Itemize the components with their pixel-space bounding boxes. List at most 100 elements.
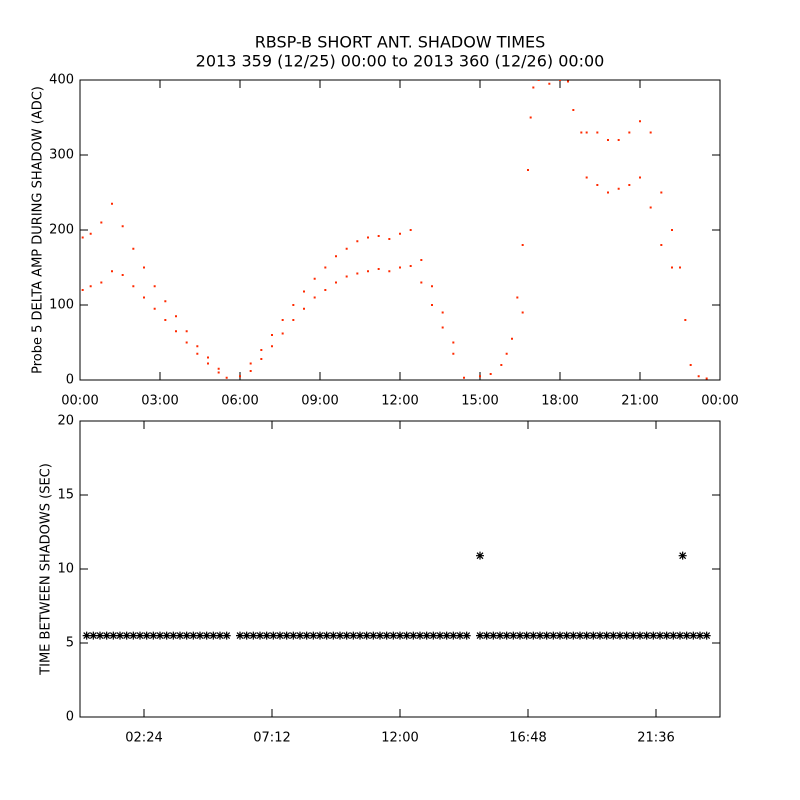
data-point: [596, 184, 599, 186]
data-point: [489, 373, 492, 375]
data-point: [649, 631, 658, 640]
x-tick-label: 03:00: [141, 394, 178, 409]
data-point: [521, 311, 524, 314]
data-point: [456, 631, 464, 640]
data-point: [479, 375, 481, 378]
chart-title: RBSP-B SHORT ANT. SHADOW TIMES: [255, 33, 546, 52]
x-tick-label: 02:24: [125, 731, 162, 746]
y-tick-label: 20: [57, 414, 74, 429]
data-point: [536, 631, 544, 640]
data-point: [111, 202, 113, 205]
data-point: [153, 307, 156, 310]
data-point: [669, 631, 678, 640]
data-point: [639, 176, 641, 179]
data-point: [136, 631, 144, 640]
data-point: [143, 266, 145, 269]
data-point: [81, 289, 84, 291]
plot-frame: [79, 79, 721, 381]
data-point: [696, 631, 704, 640]
data-point: [449, 631, 458, 640]
data-point: [367, 270, 369, 273]
data-point: [292, 304, 295, 306]
data-point: [629, 631, 638, 640]
data-point: [596, 631, 604, 640]
data-point: [556, 631, 564, 640]
data-point: [609, 631, 618, 640]
data-point: [580, 131, 583, 134]
data-point: [260, 358, 263, 360]
data-point: [169, 631, 178, 640]
data-point: [196, 345, 199, 348]
data-point: [684, 319, 687, 321]
data-point: [532, 86, 535, 89]
data-point: [476, 551, 484, 560]
x-tick-label: 07:12: [253, 731, 290, 746]
data-point: [671, 229, 673, 231]
x-tick-label: 00:00: [701, 394, 738, 409]
data-point: [313, 277, 316, 280]
data-point: [522, 631, 531, 640]
data-point: [156, 631, 164, 640]
data-point: [607, 191, 609, 194]
data-point: [356, 631, 364, 640]
data-point: [376, 631, 384, 640]
data-point: [482, 631, 491, 640]
x-tick-label: 16:48: [509, 731, 546, 746]
data-point: [702, 631, 711, 640]
data-point: [377, 235, 380, 237]
data-point: [216, 631, 224, 640]
data-point: [496, 631, 504, 640]
data-point: [562, 631, 571, 640]
x-tick-label: 06:00: [221, 394, 258, 409]
data-point: [585, 176, 588, 179]
data-point: [431, 304, 433, 306]
data-point: [628, 131, 631, 134]
data-point: [429, 631, 438, 640]
y-tick-label: 200: [49, 223, 74, 238]
data-point: [185, 341, 188, 344]
data-point: [441, 326, 444, 329]
data-point: [302, 631, 311, 640]
data-point: [175, 330, 177, 333]
data-point: [527, 169, 529, 171]
data-point: [679, 266, 681, 269]
data-point: [639, 120, 641, 123]
y-tick-label: 400: [49, 73, 74, 88]
data-point: [239, 375, 241, 378]
data-point: [676, 631, 684, 640]
data-point: [369, 631, 378, 640]
data-point: [662, 631, 671, 640]
data-point: [656, 631, 664, 640]
data-point: [345, 275, 348, 278]
data-point: [189, 631, 198, 640]
data-point: [292, 319, 295, 321]
data-point: [409, 631, 418, 640]
data-point: [697, 375, 700, 378]
y-tick-label: 300: [49, 148, 74, 163]
data-point: [282, 631, 291, 640]
data-point: [399, 266, 401, 269]
data-point: [176, 631, 184, 640]
data-point: [628, 184, 631, 186]
data-point: [442, 631, 451, 640]
data-point: [329, 631, 338, 640]
data-point: [303, 307, 305, 310]
data-point: [349, 631, 358, 640]
data-point: [324, 289, 327, 291]
data-point: [336, 631, 344, 640]
data-point: [162, 631, 171, 640]
data-point: [549, 631, 558, 640]
data-point: [567, 80, 569, 83]
data-point: [89, 232, 92, 235]
data-point: [396, 631, 404, 640]
data-point: [143, 296, 145, 299]
data-point: [276, 631, 284, 640]
data-point: [616, 631, 624, 640]
data-point: [175, 315, 177, 318]
data-point: [222, 631, 231, 640]
data-point: [388, 270, 391, 273]
data-point: [500, 364, 503, 366]
y-axis-label: TIME BETWEEN SHADOWS (SEC): [39, 463, 54, 676]
data-point: [96, 631, 104, 640]
